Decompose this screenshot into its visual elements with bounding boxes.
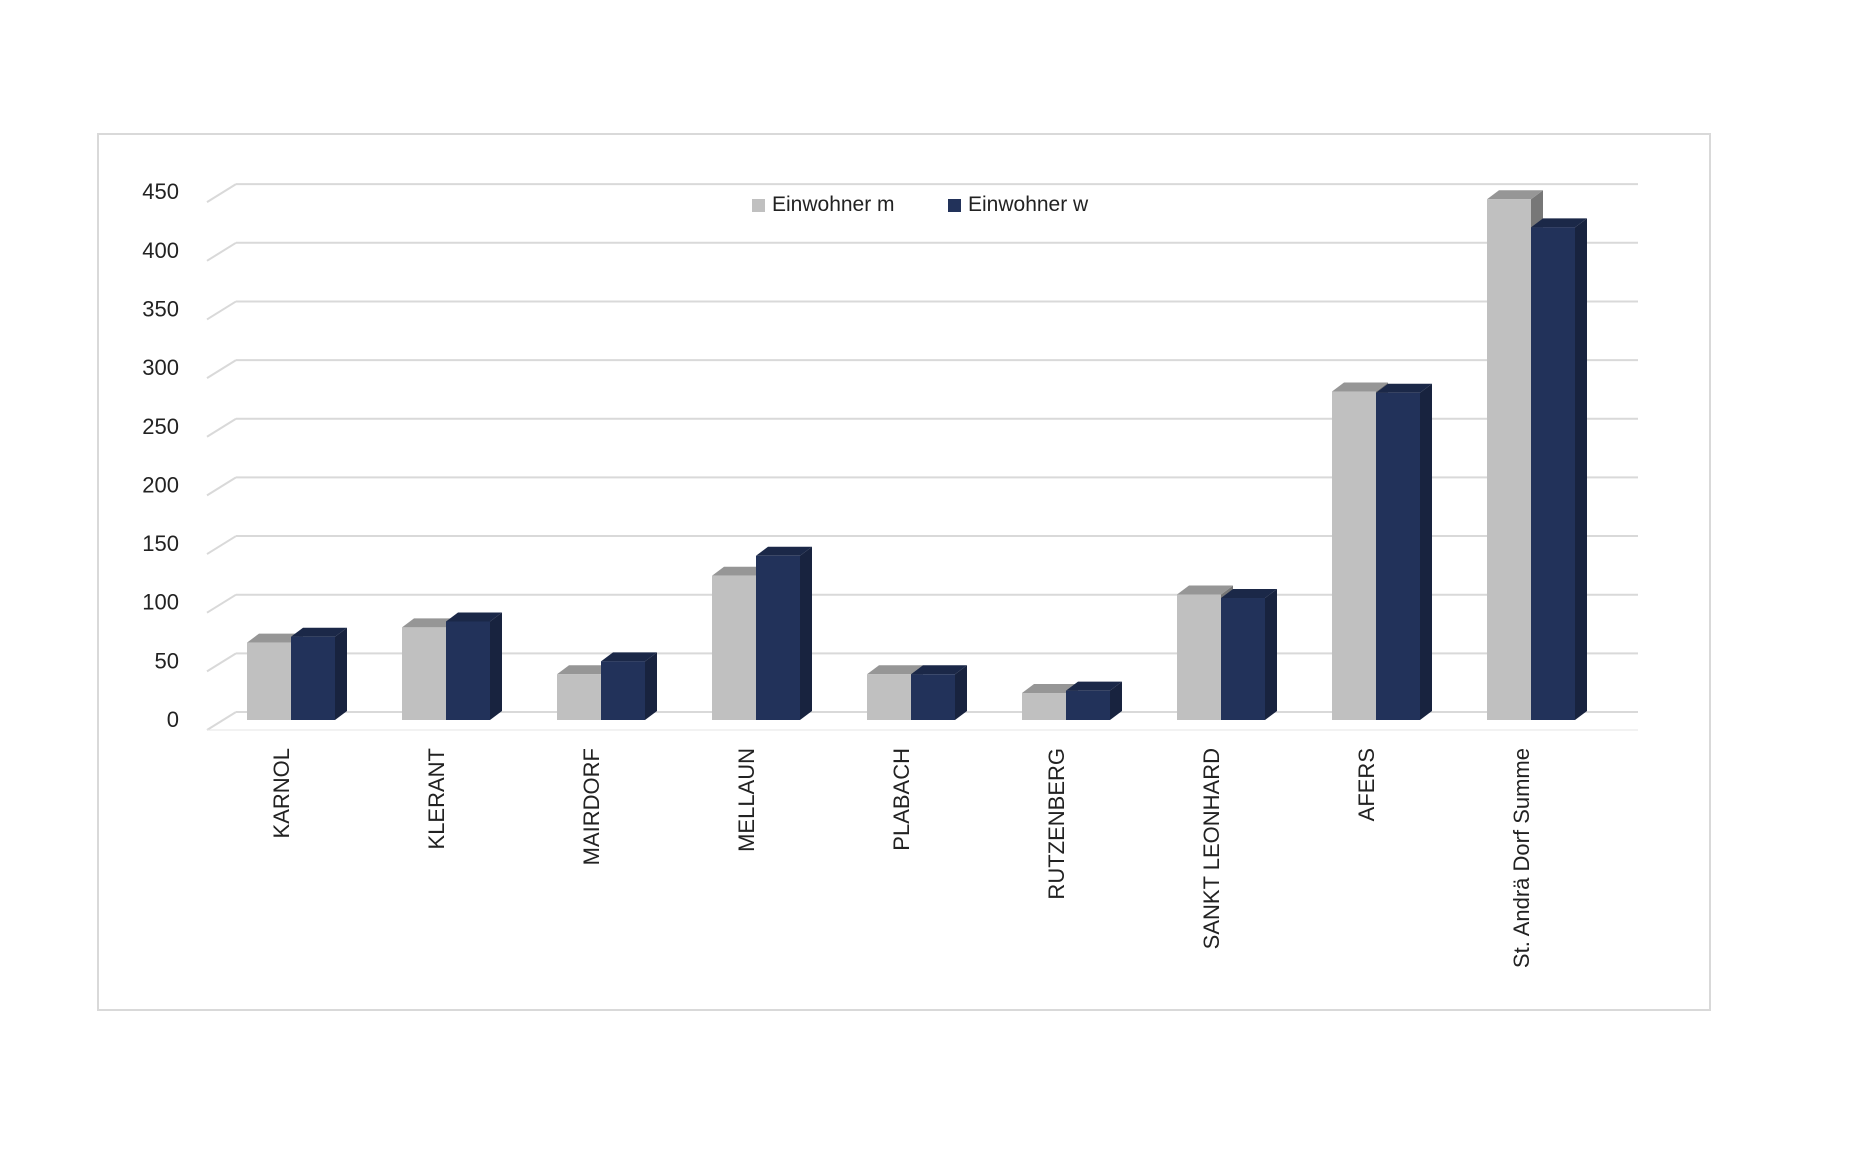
bar-front (1066, 690, 1110, 720)
y-tick-label: 350 (142, 296, 179, 321)
bar-front (1531, 227, 1575, 720)
bar-w (1066, 681, 1122, 720)
y-tick-label: 200 (142, 472, 179, 497)
bar-side (1110, 681, 1122, 720)
gridline-diagonal (206, 300, 237, 321)
gridline-diagonal (206, 183, 237, 203)
x-tick-label: SANKT LEONHARD (1199, 748, 1224, 949)
y-tick-label: 150 (142, 531, 179, 556)
bar-front (867, 674, 911, 720)
gridline-diagonal (206, 535, 237, 555)
bar-side (490, 612, 502, 720)
bar-w (911, 665, 967, 720)
x-tick-label: PLABACH (889, 748, 914, 851)
y-tick-label: 250 (142, 414, 179, 439)
legend-swatch (948, 199, 961, 212)
bar-top (1066, 681, 1122, 691)
gridline-diagonal (206, 417, 237, 438)
gridline-diagonal (206, 241, 237, 262)
y-axis-tick-labels: 0 50 100 150 200 250 300 350 400 450 (142, 179, 179, 732)
x-tick-label: MELLAUN (734, 748, 759, 852)
bar-w (1376, 383, 1432, 720)
bar-m (557, 665, 613, 720)
bars (247, 190, 1587, 721)
bar-w (756, 546, 812, 720)
x-axis-tick-labels: KARNOL KLERANT MAIRDORF MELLAUN PLABACH RUTZE… (269, 748, 1534, 968)
bar-top (1332, 382, 1388, 392)
x-tick-label: RUTZENBERG (1044, 748, 1069, 900)
bar-top (867, 665, 923, 675)
x-tick-label: KARNOL (269, 748, 294, 838)
bar-front (247, 642, 291, 720)
bar-top (712, 566, 768, 576)
bar-side (955, 665, 967, 720)
legend: Einwohner m Einwohner w (752, 193, 1089, 216)
bar-top (247, 633, 303, 643)
gridline-diagonal (206, 359, 237, 379)
bar-front (1487, 199, 1531, 721)
x-tick-label: AFERS (1354, 748, 1379, 821)
bar-top (1376, 383, 1432, 393)
y-tick-label: 50 (155, 648, 179, 673)
bar-w (1531, 218, 1587, 720)
bar-side (1265, 589, 1277, 720)
bar-front (712, 575, 756, 720)
bar-top (557, 665, 613, 675)
bar-top (291, 627, 347, 637)
bar-top (446, 612, 502, 622)
gridline-diagonal (206, 711, 237, 731)
bar-side (1575, 218, 1587, 720)
bar-front (446, 621, 490, 720)
bar-top (756, 546, 812, 556)
y-tick-label: 450 (142, 179, 179, 204)
bar-front (1376, 392, 1420, 720)
gridline-diagonal (206, 476, 237, 497)
x-tick-label: KLERANT (424, 748, 449, 849)
bar-side (1420, 383, 1432, 720)
bar-front (1022, 693, 1066, 720)
bar-top (1022, 684, 1078, 694)
bar-w (601, 652, 657, 720)
bar-top (1221, 589, 1277, 599)
bar-front (756, 555, 800, 720)
y-tick-label: 0 (167, 707, 179, 732)
bar-front (911, 674, 955, 720)
bar-top (402, 618, 458, 628)
y-tick-label: 300 (142, 355, 179, 380)
bar-top (601, 652, 657, 662)
bar-side (645, 652, 657, 720)
bar-top (1177, 585, 1233, 595)
x-tick-label: MAIRDORF (579, 748, 604, 865)
chart-frame (97, 133, 1711, 1011)
bar-front (402, 627, 446, 720)
bar-front (601, 661, 645, 720)
x-tick-label: St. Andrä Dorf Summe (1509, 748, 1534, 968)
bar-front (1177, 594, 1221, 720)
bar-side (335, 627, 347, 720)
legend-swatch (752, 199, 765, 212)
bar-top (911, 665, 967, 675)
bar-front (557, 674, 601, 720)
bar-w (291, 627, 347, 720)
legend-label: Einwohner w (968, 193, 1089, 216)
legend-label: Einwohner m (772, 193, 895, 216)
bar-w (1221, 589, 1277, 720)
bar-top (1487, 190, 1543, 200)
y-tick-label: 100 (142, 590, 179, 615)
gridline-diagonal (206, 652, 237, 673)
bar-front (1332, 391, 1376, 720)
gridline-diagonal (206, 593, 237, 614)
y-tick-label: 400 (142, 238, 179, 263)
bar-front (1221, 598, 1265, 720)
bar-side (800, 546, 812, 720)
bar-front (291, 636, 335, 720)
bar-w (446, 612, 502, 720)
bar-top (1531, 218, 1587, 228)
